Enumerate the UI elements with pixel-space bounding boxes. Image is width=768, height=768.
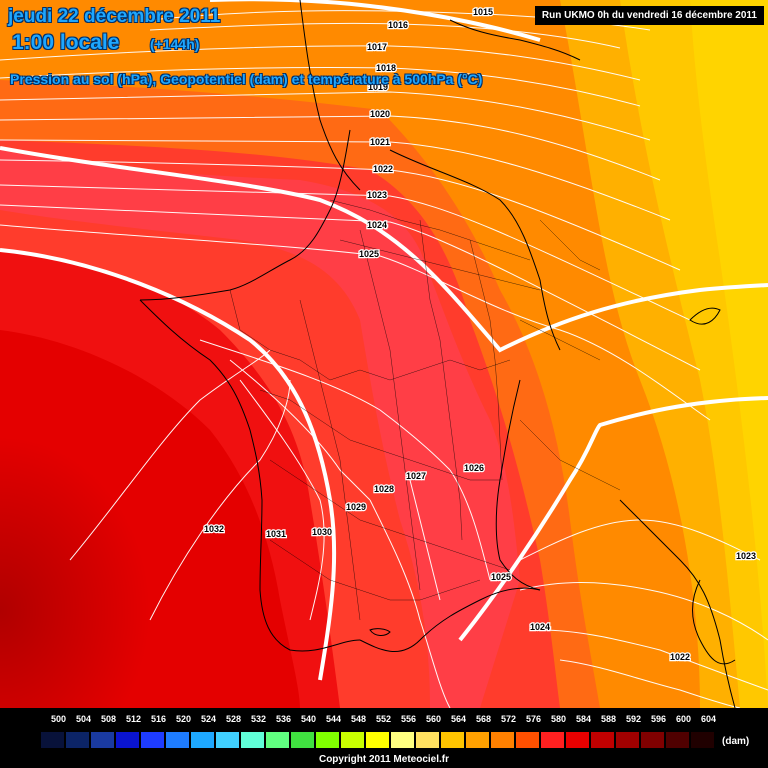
legend-swatch	[340, 731, 365, 749]
legend-value-label: 556	[400, 714, 417, 724]
legend-value-label: 564	[450, 714, 467, 724]
legend-swatch	[540, 731, 565, 749]
admin-boundaries	[229, 199, 621, 621]
isobar-label-group: 1015 1016 1017 1018 1019 1020 1021 1022 …	[203, 6, 758, 664]
field-sw-dark	[0, 360, 300, 708]
copyright-text: Copyright 2011 Meteociel.fr	[318, 754, 450, 765]
legend-swatch	[190, 731, 215, 749]
forecast-date: jeudi 22 décembre 2011	[8, 6, 221, 27]
legend-value-label: 516	[150, 714, 167, 724]
legend-value-label: 584	[575, 714, 592, 724]
legend-value-label: 576	[525, 714, 542, 724]
legend-swatch	[465, 731, 490, 749]
legend-swatch	[315, 731, 340, 749]
forecast-lead-time: (+144h)	[150, 36, 200, 52]
legend-swatch	[515, 731, 540, 749]
legend-value-label: 532	[250, 714, 267, 724]
isobar-label: 1022	[670, 652, 690, 662]
isobar-label: 1031	[266, 529, 286, 539]
isobar-label: 1024	[530, 622, 550, 632]
legend-swatch	[665, 731, 690, 749]
legend-swatch	[640, 731, 665, 749]
legend-value-label: 560	[425, 714, 442, 724]
legend-swatch	[40, 731, 65, 749]
legend-scale-labels: 500 504 508 512 516 520 524 528 532 536 540 544 548 5…	[0, 714, 768, 728]
legend-value-label: 504	[75, 714, 92, 724]
legend-swatch	[590, 731, 615, 749]
legend-value-label: 572	[500, 714, 517, 724]
isobar-label: 1020	[370, 109, 390, 119]
legend-swatch	[440, 731, 465, 749]
isobar-label: 1027	[406, 471, 426, 481]
legend-value-label: 548	[350, 714, 367, 724]
legend-swatch	[90, 731, 115, 749]
legend-value-label: 568	[475, 714, 492, 724]
forecast-time: 1:00 locale	[12, 31, 120, 54]
legend-value-label: 600	[675, 714, 692, 724]
isobar-label: 1029	[346, 502, 366, 512]
legend-swatch	[490, 731, 515, 749]
isobar-label: 1015	[473, 7, 493, 17]
legend-color-scale	[40, 731, 715, 749]
isobar-label: 1018	[376, 63, 396, 73]
isobar-label: 1032	[204, 524, 224, 534]
legend-swatch	[215, 731, 240, 749]
model-run-label: Run UKMO 0h du vendredi 16 décembre 2011	[534, 6, 764, 25]
legend-value-label: 544	[325, 714, 342, 724]
isobar-label: 1023	[736, 551, 756, 561]
legend-swatch	[115, 731, 140, 749]
isobar-label: 1022	[373, 164, 393, 174]
legend-value-label: 508	[100, 714, 117, 724]
legend-value-label: 604	[700, 714, 717, 724]
legend-swatch	[690, 731, 715, 749]
legend-swatch	[390, 731, 415, 749]
map-subtitle: Pression au sol (hPa), Geopotentiel (dam…	[10, 71, 483, 87]
isobar-label: 1017	[367, 42, 387, 52]
isobar-label: 1025	[491, 572, 511, 582]
legend-value-label: 580	[550, 714, 567, 724]
isobar-label: 1028	[374, 484, 394, 494]
legend-unit: (dam)	[722, 736, 750, 747]
legend-swatch	[290, 731, 315, 749]
legend-value-label: 596	[650, 714, 667, 724]
legend-swatch	[65, 731, 90, 749]
legend-value-label: 528	[225, 714, 242, 724]
legend-swatch	[615, 731, 640, 749]
legend-value-label: 552	[375, 714, 392, 724]
geopotential-lines	[0, 0, 768, 681]
legend-swatch	[415, 731, 440, 749]
legend-swatch	[265, 731, 290, 749]
isobar-label: 1030	[312, 527, 332, 537]
coastlines	[139, 0, 736, 709]
legend-value-label: 536	[275, 714, 292, 724]
field-596	[0, 150, 520, 708]
isobar-label: 1023	[367, 190, 387, 200]
isobar-label: 1021	[370, 137, 390, 147]
isobar-label: 1026	[464, 463, 484, 473]
legend-value-label: 592	[625, 714, 642, 724]
legend-value-label: 512	[125, 714, 142, 724]
legend-swatch	[240, 731, 265, 749]
legend-swatch	[365, 731, 390, 749]
field-576-east	[690, 0, 768, 708]
isobar-label: 1025	[359, 249, 379, 259]
legend-swatch	[140, 731, 165, 749]
isobar-label: 1019	[368, 82, 388, 92]
legend-value-label: 520	[175, 714, 192, 724]
isobar-label: 1024	[367, 220, 387, 230]
legend-value-label: 540	[300, 714, 317, 724]
legend-swatch	[565, 731, 590, 749]
isobar-label: 1016	[388, 20, 408, 30]
legend-swatch	[165, 731, 190, 749]
legend-value-label: 524	[200, 714, 217, 724]
legend-value-label: 500	[50, 714, 67, 724]
legend-value-label: 588	[600, 714, 617, 724]
